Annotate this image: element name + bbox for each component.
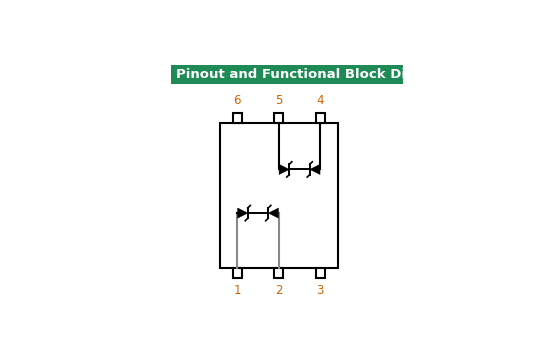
Text: 4: 4 [317, 94, 324, 107]
Polygon shape [279, 164, 289, 175]
Bar [316, 113, 325, 123]
Polygon shape [238, 208, 248, 218]
Text: 5: 5 [275, 94, 282, 107]
Text: Pinout and Functional Block Diagram: Pinout and Functional Block Diagram [176, 68, 454, 81]
Bar [233, 268, 242, 278]
Bar [171, 65, 403, 84]
Bar [220, 123, 338, 268]
Text: 2: 2 [275, 284, 282, 297]
Polygon shape [268, 208, 279, 218]
Text: 1: 1 [233, 284, 241, 297]
Bar [316, 268, 325, 278]
Bar [233, 113, 242, 123]
Text: 6: 6 [233, 94, 241, 107]
Bar [274, 268, 283, 278]
Text: 3: 3 [317, 284, 324, 297]
Bar [274, 113, 283, 123]
Polygon shape [310, 164, 320, 175]
